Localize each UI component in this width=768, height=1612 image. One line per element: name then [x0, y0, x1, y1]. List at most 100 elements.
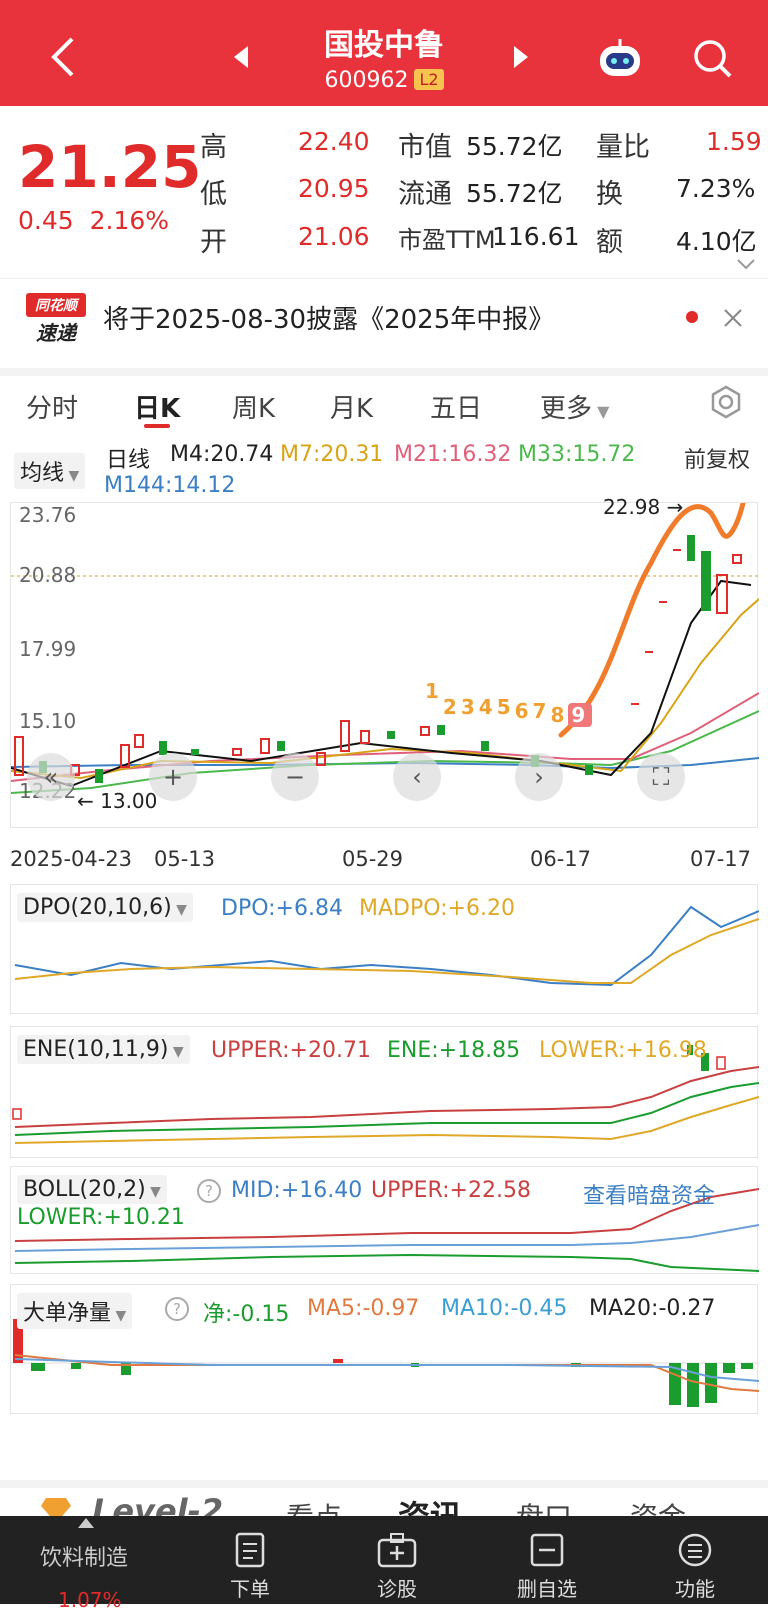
functions-button[interactable]: 功能: [660, 1532, 730, 1602]
xtick: 2025-04-23: [10, 847, 133, 871]
ene-upper-value: UPPER:+20.71: [211, 1038, 371, 1063]
boll-upper-value: UPPER:+22.58: [371, 1178, 531, 1203]
xtick: 06-17: [530, 847, 592, 871]
ene-selector[interactable]: ENE(10,11,9) ▼: [17, 1035, 190, 1064]
tab-intraday[interactable]: 分时: [26, 394, 79, 424]
adjust-mode[interactable]: 前复权: [684, 448, 751, 473]
boll-panel[interactable]: BOLL(20,2) ▼ ? MID:+16.40 UPPER:+22.58 查…: [10, 1166, 759, 1274]
ene-lower-value: LOWER:+16.98: [539, 1038, 707, 1063]
high-value: 22.40: [298, 127, 370, 156]
ma33-value: M33:15.72: [518, 442, 636, 467]
high-label: 高: [200, 132, 227, 163]
ytick: 23.76: [19, 503, 77, 527]
ma21-value: M21:16.32: [394, 442, 512, 467]
remove-icon: [530, 1533, 564, 1567]
boll-selector[interactable]: BOLL(20,2) ▼: [17, 1175, 167, 1204]
top-bar: 国投中鲁 600962 L2: [0, 0, 768, 106]
dpo-value: DPO:+6.84: [221, 896, 343, 921]
diagnose-button[interactable]: 诊股: [362, 1532, 432, 1602]
notice-text[interactable]: 将于2025-08-30披露《2025年中报》: [103, 305, 555, 335]
close-icon[interactable]: [722, 307, 744, 329]
pe-label: 市盈TTM: [398, 226, 496, 254]
unread-dot: [686, 311, 698, 323]
zoom-out-button[interactable]: −: [271, 753, 319, 801]
stock-code: 600962 L2: [0, 68, 768, 93]
fullscreen-button[interactable]: ⛶: [637, 753, 685, 801]
tab-five-day[interactable]: 五日: [430, 394, 483, 424]
bottom-toolbar: 饮料制造 1.07% 下单 诊股 删自选 功能: [0, 1516, 768, 1612]
ytick: 20.88: [19, 563, 77, 587]
amount-value: 4.10亿: [676, 227, 757, 256]
help-icon[interactable]: ?: [165, 1297, 189, 1321]
sub-nav: Level-2 看点 资讯 盘口 资金: [0, 1480, 768, 1536]
big-order-selector[interactable]: 大单净量 ▼: [17, 1293, 133, 1329]
float-value: 55.72亿: [466, 179, 563, 208]
pe-value: 116.61: [492, 222, 580, 251]
low-marker: ← 13.00: [77, 789, 158, 813]
period-tabs: 分时 日K 周K 月K 五日 更多 ▼: [0, 368, 768, 428]
ytick: 15.10: [19, 709, 77, 733]
ths-logo: 同花顺 速递: [26, 293, 86, 345]
ma-selector[interactable]: 均线 ▼: [14, 453, 86, 489]
xtick: 05-29: [342, 847, 404, 871]
sector-pct: 1.07%: [58, 1588, 122, 1612]
dark-pool-link[interactable]: 查看暗盘资金: [583, 1184, 716, 1209]
prev-stock-icon[interactable]: [232, 46, 250, 68]
robot-assistant-icon[interactable]: [596, 36, 644, 80]
remove-watchlist-button[interactable]: 删自选: [512, 1532, 582, 1602]
ene-panel[interactable]: ENE(10,11,9) ▼ UPPER:+20.71 ENE:+18.85 L…: [10, 1026, 759, 1158]
menu-icon: [678, 1533, 712, 1567]
dpo-panel[interactable]: DPO(20,10,6) ▼ DPO:+6.84 MADPO:+6.20: [10, 884, 759, 1014]
notice-bar[interactable]: 同花顺 速递 将于2025-08-30披露《2025年中报》: [0, 278, 768, 358]
volume-ratio-value: 1.59: [706, 127, 762, 156]
settings-icon[interactable]: [708, 384, 744, 420]
stock-name: 国投中鲁: [324, 28, 444, 63]
help-icon[interactable]: ?: [197, 1179, 221, 1203]
low-label: 低: [200, 179, 227, 210]
dpo-selector[interactable]: DPO(20,10,6) ▼: [17, 893, 193, 922]
boll-lower-value: LOWER:+10.21: [17, 1205, 185, 1230]
tab-monthly-k[interactable]: 月K: [330, 394, 374, 424]
ma4-value: M4:20.74: [170, 442, 274, 467]
back-icon[interactable]: [48, 36, 78, 78]
madpo-value: MADPO:+6.20: [359, 896, 515, 921]
net-value: 净:-0.15: [203, 1302, 290, 1327]
turnover-value: 7.23%: [676, 174, 756, 203]
price-change: 0.45 2.16%: [18, 206, 170, 235]
rewind-button[interactable]: «: [27, 753, 75, 801]
tab-more[interactable]: 更多 ▼: [540, 394, 610, 424]
xtick: 05-13: [154, 847, 216, 871]
expand-chevron-icon[interactable]: [736, 258, 756, 272]
last-price: 21.25: [18, 133, 202, 201]
diamond-icon: [41, 1498, 71, 1523]
order-button[interactable]: 下单: [215, 1532, 285, 1602]
zoom-in-button[interactable]: +: [149, 753, 197, 801]
volume-ratio-label: 量比: [596, 132, 650, 163]
tab-weekly-k[interactable]: 周K: [232, 394, 276, 424]
ma20-value: MA20:-0.27: [589, 1296, 716, 1321]
ene-value: ENE:+18.85: [387, 1038, 521, 1063]
mcap-label: 市值: [398, 132, 452, 163]
search-icon[interactable]: [692, 38, 734, 80]
ma144-value: M144:14.12: [104, 473, 236, 498]
scroll-right-button[interactable]: ›: [515, 753, 563, 801]
kline-chart[interactable]: 23.76 20.88 17.99 15.10 12.22 22.98 → ← …: [10, 495, 759, 828]
next-stock-icon[interactable]: [512, 46, 530, 68]
order-icon: [235, 1532, 265, 1568]
active-tab-indicator: [144, 424, 170, 428]
diagnose-icon: [377, 1533, 417, 1568]
tab-daily-k[interactable]: 日K: [134, 394, 181, 424]
high-marker: 22.98 →: [603, 495, 684, 519]
xtick: 07-17: [690, 847, 752, 871]
ma7-value: M7:20.31: [280, 442, 384, 467]
low-value: 20.95: [298, 174, 370, 203]
amount-label: 额: [596, 227, 623, 258]
period-label: 日线: [106, 448, 151, 473]
sector-name[interactable]: 饮料制造: [40, 1546, 129, 1571]
scroll-left-button[interactable]: ‹: [393, 753, 441, 801]
hand-drawn-annotation: [558, 503, 746, 738]
ma10-value: MA10:-0.45: [441, 1296, 568, 1321]
big-order-panel[interactable]: 大单净量 ▼ ? 净:-0.15 MA5:-0.97 MA10:-0.45 MA…: [10, 1284, 759, 1414]
open-value: 21.06: [298, 222, 370, 251]
up-arrow-icon: [78, 1518, 94, 1528]
